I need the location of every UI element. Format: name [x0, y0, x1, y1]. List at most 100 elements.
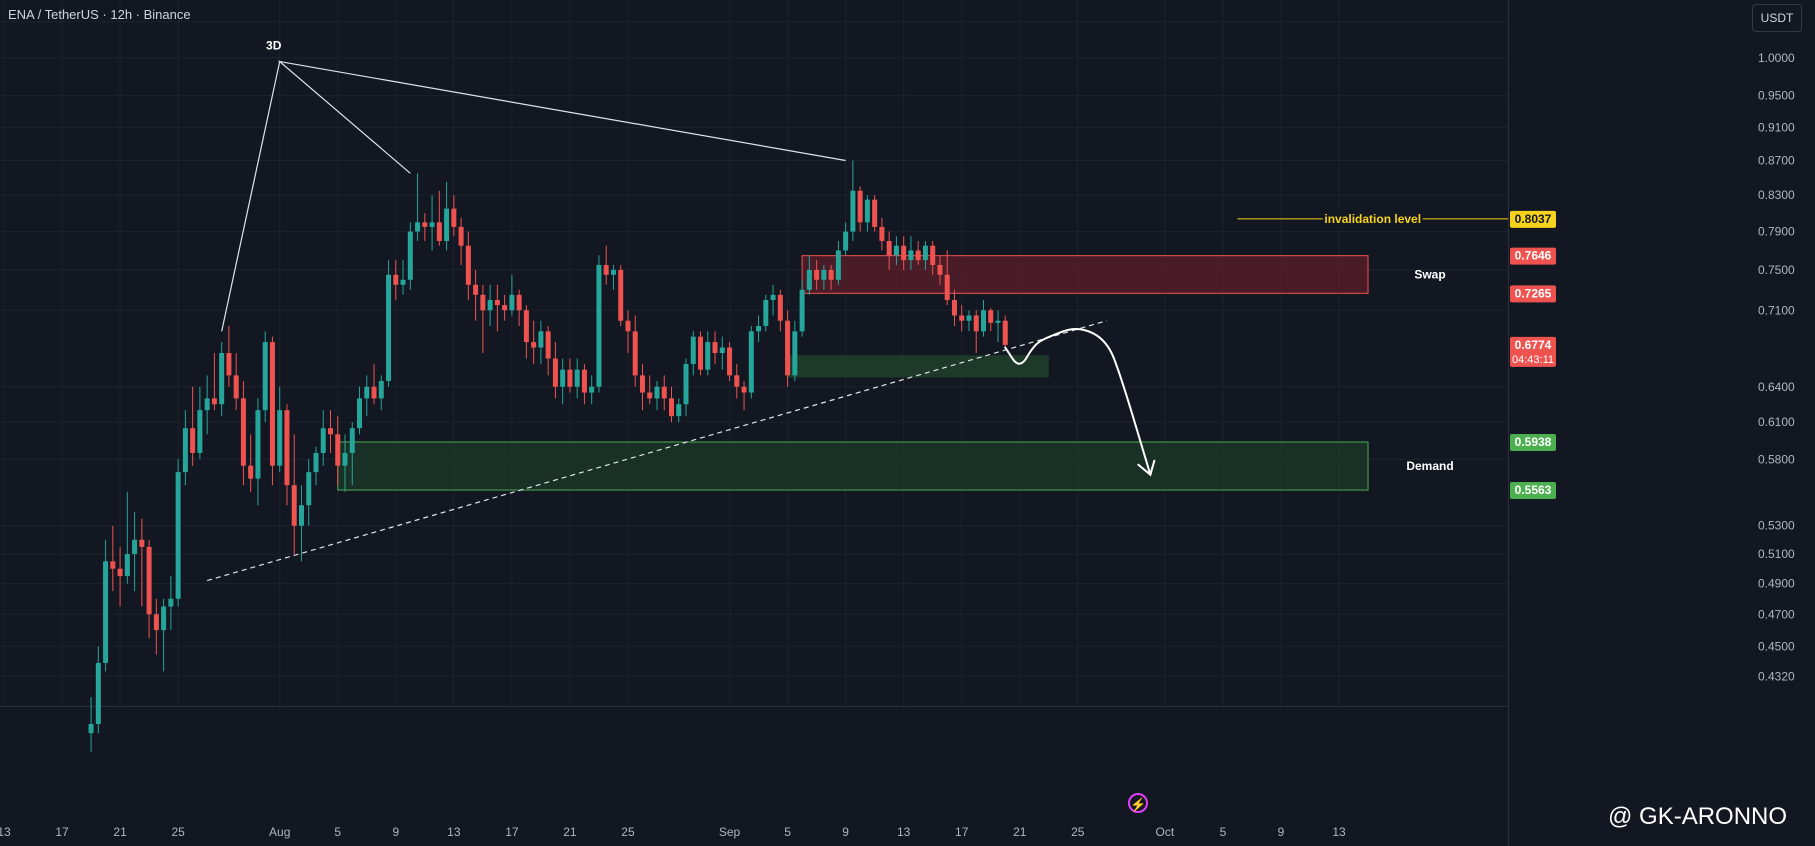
- candle-body: [436, 222, 442, 241]
- invalidation-label-bg: [1322, 210, 1423, 227]
- candle: [901, 236, 907, 270]
- y-tick-label: 0.4500: [1758, 639, 1795, 653]
- candle-body: [922, 245, 928, 261]
- x-tick-label: Oct: [1156, 825, 1175, 839]
- candle-body: [473, 284, 479, 295]
- y-tick-label: 0.7900: [1758, 225, 1795, 239]
- candle-body: [320, 428, 326, 453]
- candle: [291, 434, 297, 555]
- candle-body: [951, 299, 957, 316]
- candle-body: [284, 410, 290, 486]
- candle: [190, 386, 196, 466]
- candle-body: [415, 222, 421, 232]
- candle: [415, 173, 421, 241]
- y-tick-label: 0.4900: [1758, 577, 1795, 591]
- candle: [473, 269, 479, 321]
- candle-body: [313, 452, 319, 473]
- candle-body: [647, 392, 653, 399]
- x-tick-label: Sep: [719, 825, 741, 839]
- candle: [915, 240, 921, 265]
- candle-body: [291, 485, 297, 526]
- candle-body: [654, 386, 660, 399]
- candle: [618, 264, 624, 326]
- candle: [581, 364, 587, 405]
- candle: [153, 598, 159, 655]
- watermark-text: @ GK-ARONNO: [1608, 803, 1788, 830]
- candle-body: [560, 369, 566, 387]
- candle: [944, 250, 950, 306]
- candle: [980, 299, 986, 337]
- candle-body: [88, 723, 94, 734]
- candle-body: [625, 320, 631, 332]
- x-tick-label: 21: [1013, 825, 1027, 839]
- demand-zone-label: Demand: [1406, 459, 1453, 473]
- candle-body: [400, 279, 406, 285]
- candle: [574, 358, 580, 399]
- candle-body: [168, 598, 174, 607]
- candle-body: [233, 375, 239, 399]
- candle: [777, 289, 783, 332]
- candle-body: [719, 347, 725, 353]
- candle-body: [828, 269, 834, 280]
- candle-body: [502, 305, 508, 311]
- price-label: 0.6774 04:43:11: [1510, 336, 1556, 367]
- currency-button[interactable]: USDT: [1752, 4, 1802, 32]
- candle: [255, 398, 261, 506]
- candle-body: [741, 386, 747, 393]
- candle-body: [95, 662, 101, 724]
- candle: [683, 358, 689, 417]
- candle-body: [393, 274, 399, 285]
- candle: [661, 375, 667, 411]
- x-tick-label: 13: [447, 825, 461, 839]
- candle-body: [966, 315, 972, 321]
- candle: [785, 310, 791, 387]
- price-label-text: 0.7265: [1515, 286, 1552, 300]
- candle-body: [349, 428, 355, 453]
- candle-body: [538, 331, 544, 348]
- candle: [444, 181, 450, 251]
- candle: [284, 404, 290, 506]
- candle: [719, 336, 725, 370]
- candle-body: [124, 554, 130, 577]
- candle: [88, 697, 94, 752]
- candle-body: [342, 452, 348, 466]
- candle: [654, 381, 660, 411]
- candle: [821, 264, 827, 290]
- candle: [451, 195, 457, 237]
- candle: [103, 539, 109, 672]
- x-tick-label: 13: [0, 825, 11, 839]
- candle: [240, 381, 246, 486]
- candle-body: [864, 199, 870, 223]
- candle-body: [306, 472, 312, 506]
- candle: [378, 375, 384, 411]
- candle-body: [843, 231, 849, 251]
- candle-body: [850, 190, 856, 232]
- candle: [698, 331, 704, 376]
- candle-body: [690, 336, 696, 365]
- candle: [400, 260, 406, 295]
- y-tick-label: 0.5800: [1758, 452, 1795, 466]
- candle: [298, 485, 304, 562]
- candle-body: [893, 245, 899, 256]
- candle-body: [995, 320, 1001, 323]
- candle: [741, 381, 747, 411]
- candle: [110, 525, 116, 592]
- candle: [893, 236, 899, 265]
- candle-body: [269, 342, 275, 466]
- candle: [988, 308, 994, 332]
- candle: [872, 195, 878, 232]
- candle: [269, 336, 275, 486]
- x-tick-label: 17: [505, 825, 519, 839]
- candle: [480, 284, 486, 353]
- candle: [639, 364, 645, 411]
- candle-body: [255, 410, 261, 479]
- candle: [211, 352, 217, 411]
- candle: [364, 375, 370, 417]
- candle-body: [262, 342, 268, 411]
- candle-body: [930, 245, 936, 265]
- candle-body: [712, 342, 718, 353]
- invalidation-label: invalidation level: [1324, 212, 1421, 226]
- candle: [596, 255, 602, 393]
- lightning-icon[interactable]: ⚡: [1128, 793, 1148, 813]
